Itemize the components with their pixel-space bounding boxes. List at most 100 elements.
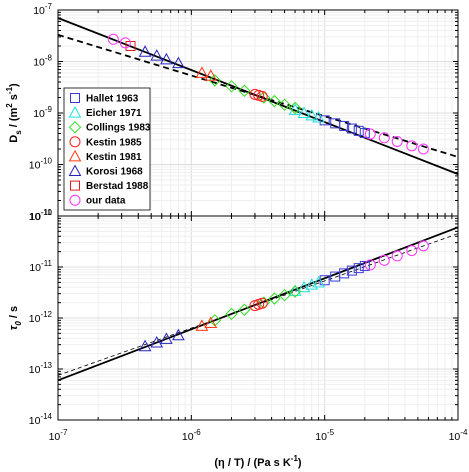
top-grid — [57, 10, 458, 217]
data-point — [268, 94, 281, 108]
data-point — [278, 98, 291, 111]
data-point — [391, 250, 403, 262]
data-point — [378, 254, 390, 266]
legend-marker — [68, 149, 82, 162]
data-point — [238, 84, 251, 97]
data-point — [150, 49, 164, 61]
legend-marker — [68, 106, 82, 118]
x-tick-label: 10-6 — [182, 428, 201, 443]
data-point — [319, 115, 330, 126]
data-point — [339, 120, 350, 131]
legend-marker — [70, 93, 80, 103]
legend-marker — [68, 120, 82, 134]
data-point — [339, 268, 350, 279]
y-tick-label: 10-13 — [29, 361, 53, 376]
data-point — [278, 288, 291, 302]
bottom-y-axis-label: τ0 / s — [8, 306, 23, 330]
legend-label: Berstad 1988 — [86, 181, 149, 192]
y-tick-label: 10-9 — [33, 105, 52, 120]
data-point — [346, 265, 357, 276]
legend-label: Collings 1983 — [86, 123, 151, 134]
legend-marker — [70, 180, 80, 191]
data-point — [353, 263, 364, 274]
bottom-fit-lines — [57, 226, 459, 382]
data-point — [288, 285, 302, 298]
data-point — [288, 103, 302, 115]
data-point — [208, 74, 222, 87]
data-point — [256, 297, 268, 309]
data-point — [160, 52, 173, 65]
data-point — [297, 106, 311, 118]
y-tick-label: 10-10 — [29, 208, 53, 223]
y-tick-label: 10-7 — [33, 2, 52, 17]
y-tick-label: 10-10 — [29, 157, 53, 172]
legend-label: Korosi 1968 — [86, 167, 143, 178]
axis-labels: (η / T) / (Pa s K-1) Ds / (m2 s-1) τ0 / s — [5, 83, 302, 469]
data-point — [204, 69, 218, 81]
data-point — [353, 125, 364, 136]
data-point — [225, 80, 238, 93]
data-point — [138, 45, 152, 57]
data-point — [225, 307, 238, 321]
legend-label: Hallet 1963 — [86, 94, 139, 105]
data-point — [160, 332, 173, 344]
data-point — [119, 37, 131, 49]
data-point — [417, 240, 429, 252]
data-point — [195, 319, 209, 331]
top-fit-lines — [57, 17, 459, 175]
tick-labels: 10-1110-1010-910-810-710-1410-1310-1210-… — [29, 2, 468, 443]
x-tick-label: 10-4 — [449, 428, 468, 443]
legend: Hallet 1963 Eicher 1971 Collings 1983 Kesti… — [63, 87, 151, 211]
data-point — [406, 140, 418, 152]
axes-frames — [57, 9, 459, 421]
data-point — [417, 143, 429, 155]
data-point — [391, 135, 403, 147]
data-point — [256, 90, 268, 102]
data-point — [138, 339, 152, 352]
data-point — [359, 127, 370, 138]
y-tick-label: 10-11 — [29, 208, 52, 223]
x-tick-label: 10-7 — [49, 428, 68, 443]
legend-label: Kestin 1981 — [86, 152, 142, 163]
data-point — [195, 66, 209, 78]
data-point — [288, 101, 302, 115]
data-point — [204, 316, 218, 328]
legend-label: our data — [86, 196, 126, 207]
data-point — [268, 292, 281, 305]
data-point — [238, 303, 251, 316]
data-point — [346, 123, 357, 134]
data-point — [305, 108, 319, 121]
data-point — [364, 259, 376, 271]
data-point — [312, 110, 325, 123]
data-point — [378, 132, 390, 144]
data-point — [107, 33, 119, 45]
data-point — [172, 328, 185, 341]
top-data-marks — [107, 33, 429, 155]
legend-marker — [68, 164, 82, 176]
dashed-fit-line — [57, 233, 459, 376]
data-point — [297, 280, 311, 293]
y-tick-label: 10-12 — [29, 310, 53, 325]
data-point — [172, 56, 185, 69]
legend-label: Kestin 1985 — [86, 137, 142, 148]
data-point — [150, 336, 164, 348]
y-tick-label: 10-11 — [29, 259, 52, 274]
y-tick-label: 10-14 — [29, 412, 53, 427]
bottom-data-marks — [138, 240, 429, 352]
solid-fit-line — [57, 226, 459, 382]
data-point — [364, 128, 376, 140]
top-y-axis-label: Ds / (m2 s-1) — [5, 83, 23, 143]
data-point — [406, 245, 418, 257]
data-point — [359, 260, 370, 271]
x-axis-label: (η / T) / (Pa s K-1) — [214, 454, 302, 469]
solid-fit-line — [57, 17, 459, 175]
legend-marker — [69, 136, 81, 148]
data-point — [312, 275, 325, 288]
data-point — [288, 284, 302, 296]
legend-label: Eicher 1971 — [86, 108, 142, 119]
y-tick-label: 10-8 — [33, 54, 52, 69]
x-tick-label: 10-5 — [315, 428, 334, 443]
legend-marker — [69, 194, 81, 206]
bottom-grid — [57, 216, 458, 421]
